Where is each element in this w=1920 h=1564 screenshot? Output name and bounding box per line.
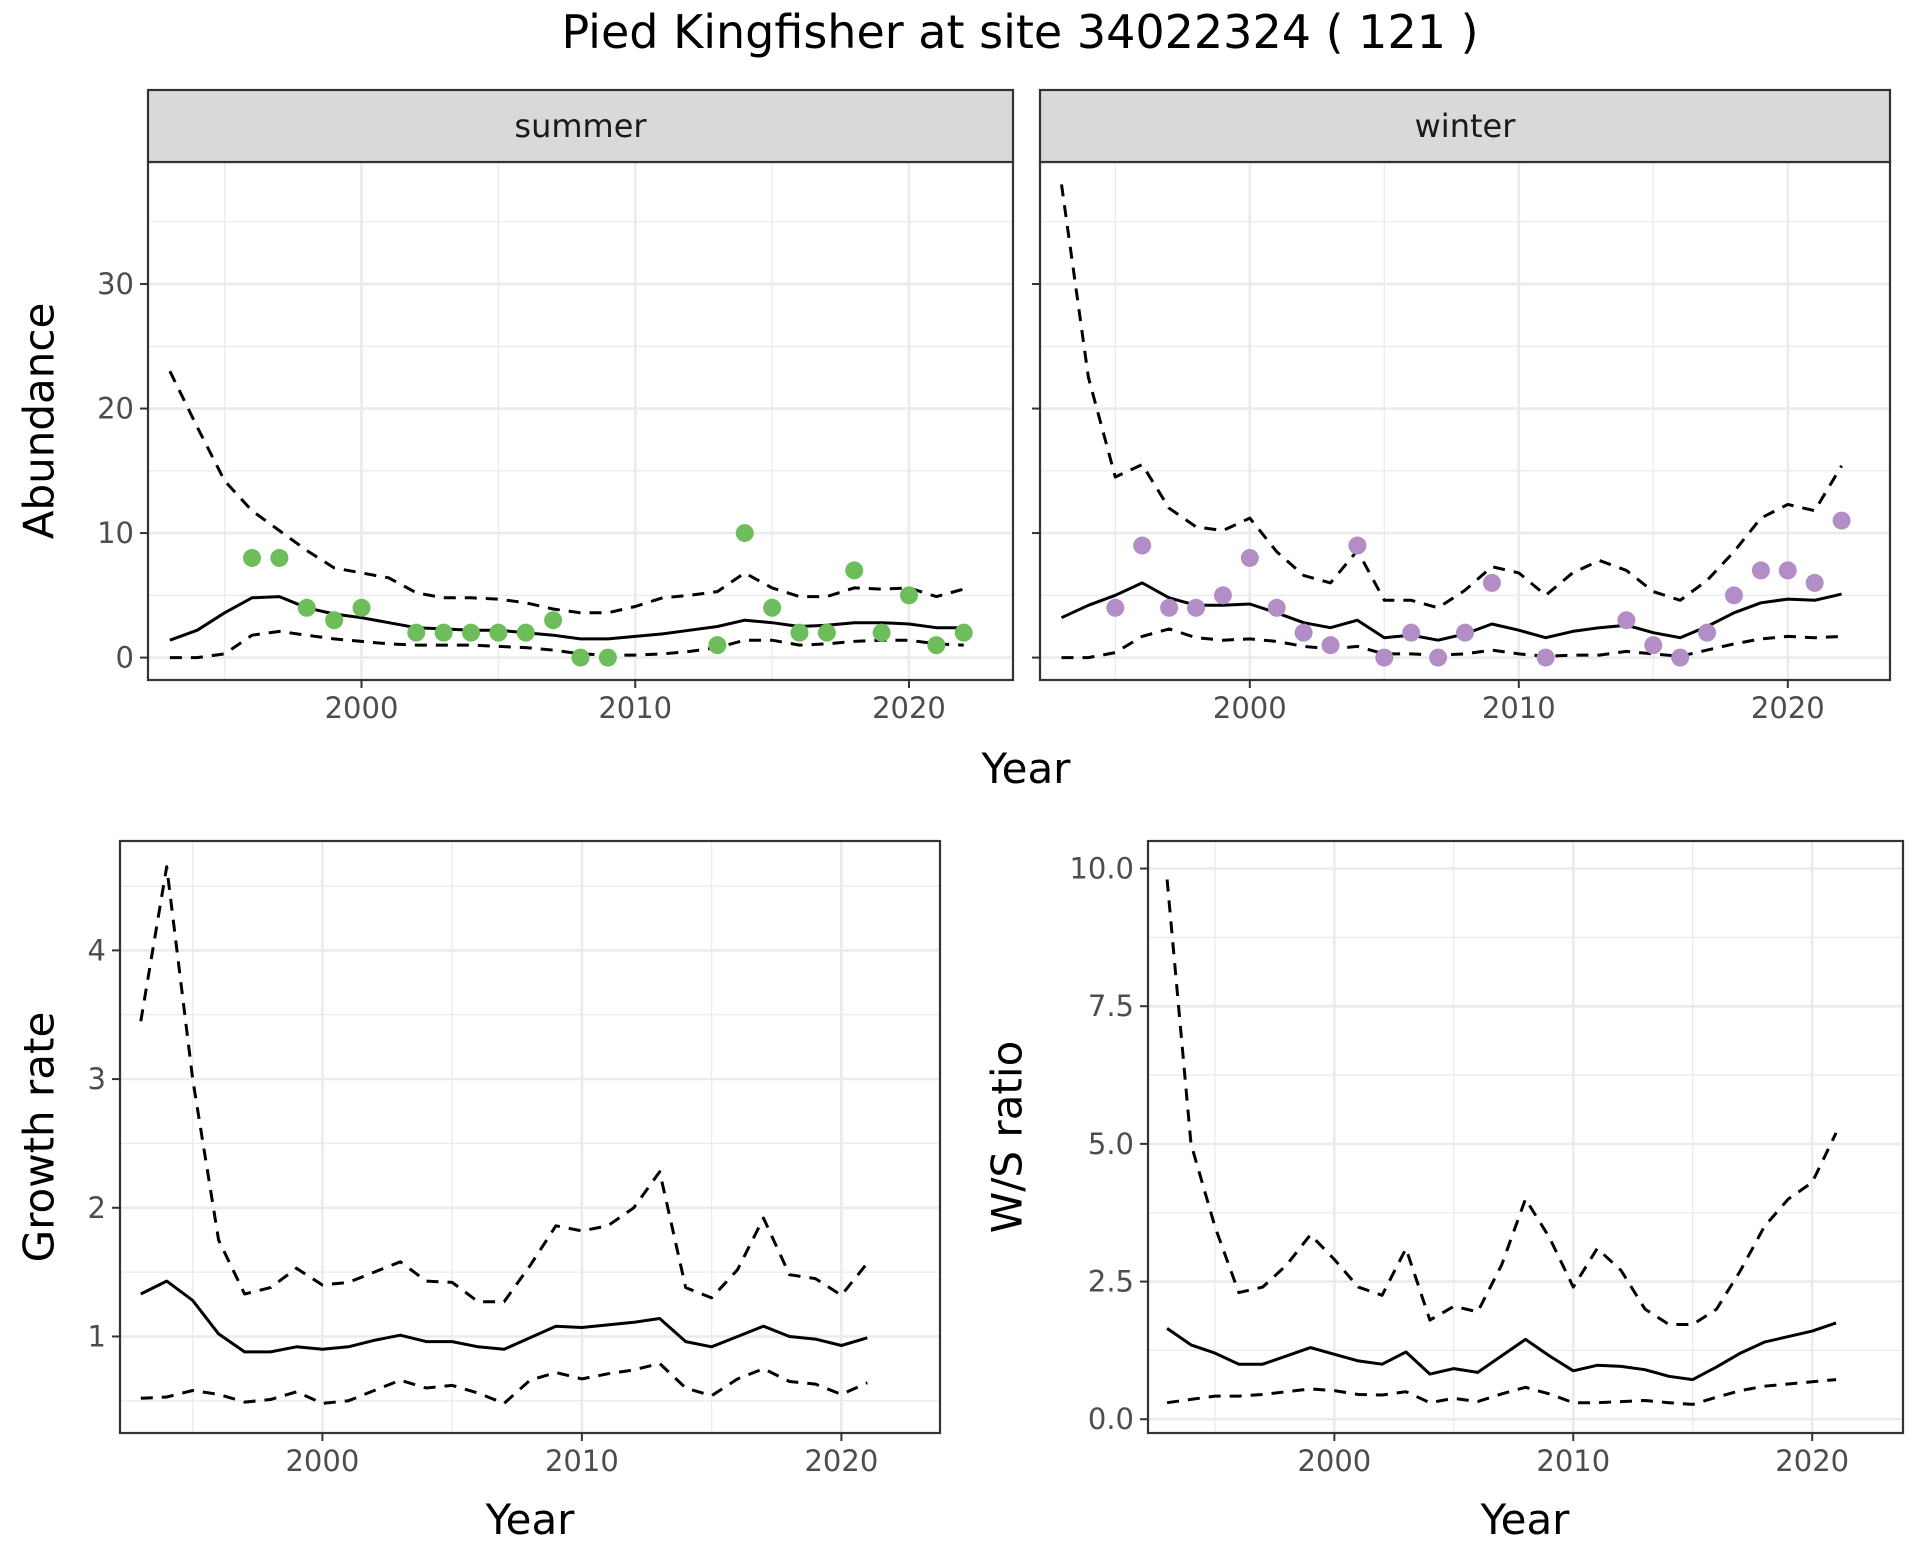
observed-point — [434, 623, 453, 642]
y-tick-label: 5.0 — [1088, 1127, 1134, 1161]
observed-point — [790, 623, 809, 642]
y-tick-label: 4 — [88, 933, 106, 967]
x-axis-title: Year — [485, 1495, 576, 1544]
observed-point — [1294, 623, 1313, 642]
observed-point — [899, 586, 918, 605]
observed-point — [352, 598, 371, 617]
upper-bound-line — [139, 865, 869, 1304]
observed-point — [1644, 636, 1663, 655]
fitted-line — [140, 1279, 868, 1354]
y-tick-label: 0 — [116, 641, 134, 675]
observed-point — [1213, 586, 1232, 605]
observed-point — [516, 623, 535, 642]
y-tick-label: 10.0 — [1069, 852, 1134, 886]
x-tick-label: 2020 — [1775, 1444, 1849, 1478]
observed-point — [1832, 511, 1851, 530]
x-tick-label: 2020 — [872, 691, 946, 725]
x-axis-title: Year — [1480, 1495, 1571, 1544]
observed-point — [571, 648, 590, 667]
observed-point — [1698, 623, 1717, 642]
observed-point — [763, 598, 782, 617]
x-tick-label: 2010 — [1536, 1444, 1610, 1478]
y-tick-label: 0.0 — [1088, 1402, 1134, 1436]
observed-point — [1267, 598, 1286, 617]
observed-point — [1751, 561, 1770, 580]
observed-point — [1240, 548, 1259, 567]
x-tick-label: 2000 — [1297, 1444, 1371, 1478]
observed-point — [735, 524, 754, 543]
observed-point — [1187, 598, 1206, 617]
y-tick-label: 3 — [88, 1062, 106, 1096]
x-tick-label: 2020 — [804, 1444, 878, 1478]
x-tick-label: 2010 — [598, 691, 672, 725]
observed-point — [297, 598, 316, 617]
observed-point — [1348, 536, 1367, 555]
x-tick-label: 2010 — [1482, 691, 1556, 725]
y-tick-label: 7.5 — [1088, 989, 1134, 1023]
observed-point — [270, 548, 289, 567]
x-tick-label: 2000 — [1213, 691, 1287, 725]
observed-point — [1133, 536, 1152, 555]
y-tick-label: 2.5 — [1088, 1265, 1134, 1299]
y-tick-label: 2 — [88, 1191, 106, 1225]
facet-strip-label: summer — [514, 107, 647, 145]
observed-point — [598, 648, 617, 667]
panel-border — [118, 839, 942, 1435]
upper-bound-line — [168, 370, 965, 615]
y-tick-label: 1 — [88, 1319, 106, 1353]
observed-point — [1429, 648, 1448, 667]
facet-strip — [146, 88, 1015, 164]
observed-point — [1456, 623, 1474, 642]
observed-point — [927, 636, 946, 655]
observed-point — [407, 623, 426, 642]
plot-layer: 2000 2010 20200102030summerAbundanceYear20… — [15, 88, 1905, 1544]
observed-point — [325, 611, 344, 630]
chart-title: Pied Kingfisher at site 34022324 ( 121 ) — [561, 5, 1478, 59]
observed-point — [872, 623, 891, 642]
x-tick-label: 2010 — [545, 1444, 619, 1478]
lower-bound-line — [169, 629, 964, 660]
observed-point — [708, 636, 727, 655]
observed-point — [817, 623, 836, 642]
observed-point — [1536, 648, 1555, 667]
y-tick-label: 20 — [97, 392, 134, 426]
y-tick-label: 30 — [97, 267, 134, 301]
x-tick-label: 2020 — [1751, 691, 1825, 725]
upper-bound-line — [1165, 879, 1838, 1326]
lower-bound-line — [1061, 627, 1842, 660]
observed-point — [462, 623, 481, 642]
panel-border — [1146, 839, 1905, 1435]
observed-point — [954, 623, 973, 642]
observed-point — [1402, 623, 1421, 642]
observed-point — [1805, 573, 1824, 592]
observed-point — [1106, 598, 1125, 617]
facet-strip-label: winter — [1415, 107, 1517, 145]
fitted-line — [1166, 1321, 1837, 1382]
upper-bound-line — [1060, 184, 1843, 610]
observed-point — [845, 561, 864, 580]
observed-point — [1160, 598, 1179, 617]
x-tick-label: 2000 — [325, 691, 399, 725]
y-axis-title: W/S ratio — [983, 1041, 1032, 1234]
y-axis-title: Abundance — [15, 303, 64, 540]
observed-point — [489, 623, 508, 642]
x-tick-label: 2000 — [285, 1444, 359, 1478]
observed-point — [1617, 611, 1636, 630]
observed-point — [1482, 573, 1501, 592]
y-tick-label: 10 — [97, 516, 134, 550]
observed-point — [1778, 561, 1797, 580]
y-axis-title: Growth rate — [15, 1012, 64, 1263]
observed-point — [1724, 586, 1743, 605]
observed-point — [1375, 648, 1394, 667]
x-axis-title: Year — [981, 744, 1072, 793]
facet-strip — [1038, 88, 1892, 164]
observed-point — [243, 548, 262, 567]
observed-point — [544, 611, 563, 630]
observed-point — [1321, 636, 1340, 655]
observed-point — [1671, 648, 1690, 667]
lower-bound-line — [1166, 1378, 1837, 1406]
